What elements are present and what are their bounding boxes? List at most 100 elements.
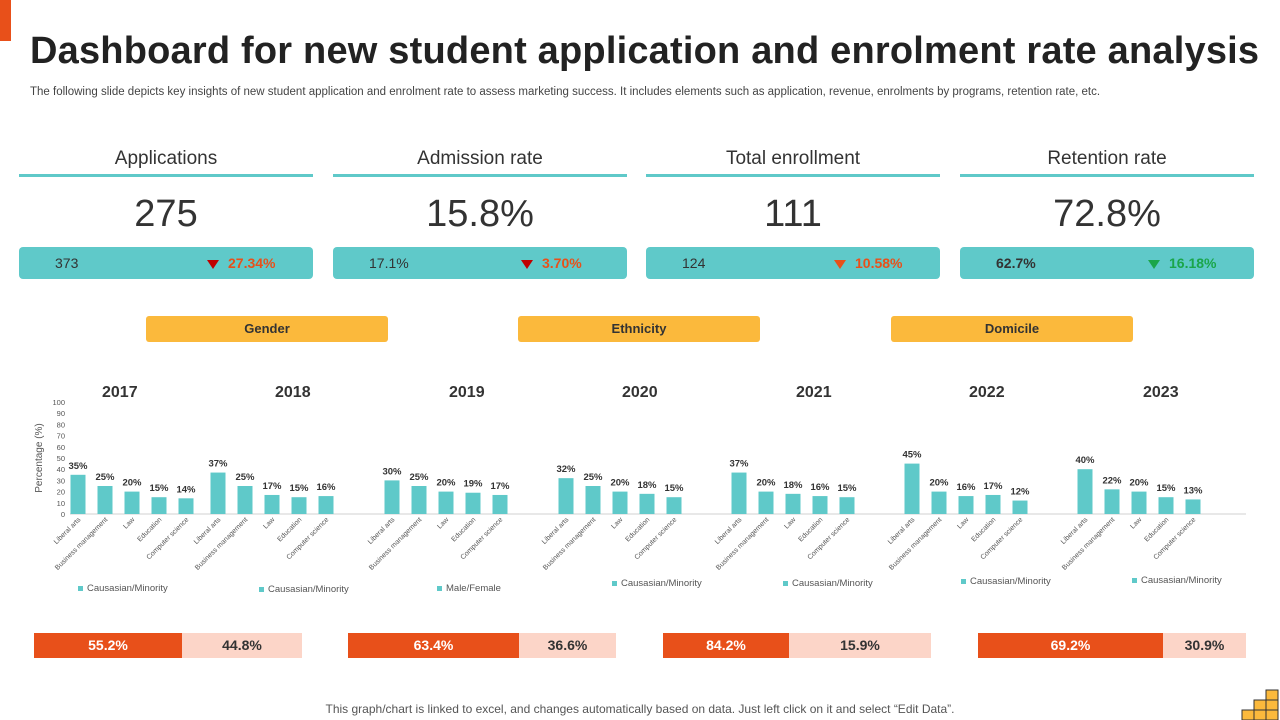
kpi-value: 275	[134, 193, 198, 235]
split-bar-3: 84.2% 15.9%	[663, 633, 931, 658]
x-tick-label: Business management	[368, 516, 423, 571]
data-label: 20%	[610, 478, 630, 489]
kpi-comparison-bar: 124 10.58%	[646, 247, 940, 279]
data-label: 16%	[956, 482, 976, 493]
data-label: 20%	[436, 478, 456, 489]
kpi-previous-value: 373	[55, 255, 79, 271]
kpi-change: 16.18%	[1148, 247, 1216, 279]
bar-2020-0	[558, 478, 574, 514]
legend-label: Causasian/Minority	[1141, 575, 1222, 586]
data-label: 15%	[837, 483, 857, 494]
split-primary: 69.2%	[978, 633, 1163, 658]
gender-button[interactable]: Gender	[146, 316, 388, 342]
x-tick-label: Business management	[715, 516, 770, 571]
legend-label: Causasian/Minority	[87, 583, 168, 594]
year-label-2021: 2021	[796, 384, 832, 401]
data-label: 25%	[95, 472, 115, 483]
bar-2018-0	[210, 472, 226, 514]
split-secondary: 30.9%	[1163, 633, 1246, 658]
y-tick-label: 60	[57, 443, 65, 452]
kpi-change-value: 3.70%	[542, 255, 582, 271]
corner-logo-icon	[1241, 689, 1279, 720]
bar-2019-3	[465, 492, 481, 514]
legend-label: Male/Female	[446, 583, 501, 594]
legend-2023: Causasian/Minority	[1132, 575, 1222, 586]
kpi-label: Retention rate	[1047, 148, 1167, 169]
kpi-previous-value: 17.1%	[369, 255, 409, 271]
kpi-change: 3.70%	[521, 247, 582, 279]
kpi-divider	[646, 174, 940, 177]
data-label: 22%	[1102, 475, 1122, 486]
kpi-change: 10.58%	[834, 247, 902, 279]
bar-2023-0	[1077, 469, 1093, 514]
x-tick-label: Education	[1143, 516, 1170, 543]
kpi-retention-rate: Retention rate 72.8% 62.7% 16.18%	[960, 140, 1254, 279]
ethnicity-button[interactable]: Ethnicity	[518, 316, 760, 342]
bar-2021-2	[785, 493, 801, 514]
bar-2019-2	[438, 491, 454, 514]
kpi-change-value: 27.34%	[228, 255, 276, 271]
arrow-down-icon	[207, 259, 219, 269]
legend-2017: Causasian/Minority	[78, 583, 168, 594]
legend-2018: Causasian/Minority	[259, 584, 349, 595]
y-tick-label: 40	[57, 465, 65, 474]
bar-2017-1	[97, 486, 113, 514]
data-label: 15%	[1156, 483, 1176, 494]
bar-2018-1	[237, 486, 253, 514]
x-tick-label: Law	[262, 516, 277, 531]
data-label: 25%	[235, 472, 255, 483]
x-tick-label: Education	[797, 516, 824, 543]
x-tick-label: Law	[610, 516, 625, 531]
legend-swatch	[783, 580, 788, 586]
x-tick-label: Education	[624, 516, 651, 543]
arrow-down-icon	[521, 259, 533, 269]
domicile-button[interactable]: Domicile	[891, 316, 1133, 342]
y-tick-label: 100	[52, 398, 65, 407]
data-label: 19%	[463, 479, 483, 490]
kpi-change-value: 16.18%	[1169, 255, 1217, 271]
bar-2018-3	[291, 497, 307, 514]
legend-2020: Causasian/Minority	[612, 578, 702, 589]
bar-2021-1	[758, 491, 774, 514]
kpi-comparison-bar: 373 27.34%	[19, 247, 313, 279]
data-label: 14%	[176, 484, 196, 495]
data-label: 25%	[583, 472, 603, 483]
bar-2017-3	[151, 497, 167, 514]
kpi-change: 27.34%	[207, 247, 275, 279]
bar-2017-2	[124, 491, 140, 514]
data-label: 37%	[208, 459, 228, 470]
x-tick-label: Business management	[54, 516, 109, 571]
data-label: 20%	[929, 478, 949, 489]
x-tick-label: Law	[956, 516, 971, 531]
bar-2022-4	[1012, 500, 1028, 514]
data-label: 17%	[983, 481, 1003, 492]
y-tick-label: 80	[57, 420, 65, 429]
legend-label: Causasian/Minority	[970, 576, 1051, 587]
bar-2022-3	[985, 494, 1001, 514]
kpi-value: 72.8%	[1053, 193, 1161, 235]
data-label: 16%	[810, 482, 830, 493]
y-tick-label: 90	[57, 409, 65, 418]
bar-2021-0	[731, 472, 747, 514]
bar-2020-4	[666, 497, 682, 514]
bar-2017-4	[178, 498, 194, 514]
split-primary: 63.4%	[348, 633, 519, 658]
data-label: 16%	[316, 482, 336, 493]
data-label: 15%	[664, 483, 684, 494]
year-label-2020: 2020	[622, 384, 658, 401]
kpi-divider	[960, 174, 1254, 177]
year-label-2018: 2018	[275, 384, 311, 401]
bar-2021-4	[839, 497, 855, 514]
bar-2022-1	[931, 491, 947, 514]
kpi-comparison-bar: 62.7% 16.18%	[960, 247, 1254, 279]
x-tick-label: Business management	[888, 516, 943, 571]
legend-label: Causasian/Minority	[621, 578, 702, 589]
y-tick-label: 50	[57, 454, 65, 463]
legend-swatch	[612, 580, 617, 586]
data-label: 12%	[1010, 487, 1030, 498]
data-label: 32%	[556, 464, 576, 475]
legend-2021: Causasian/Minority	[783, 578, 873, 589]
bar-2017-0	[70, 474, 86, 514]
legend-2022: Causasian/Minority	[961, 576, 1051, 587]
